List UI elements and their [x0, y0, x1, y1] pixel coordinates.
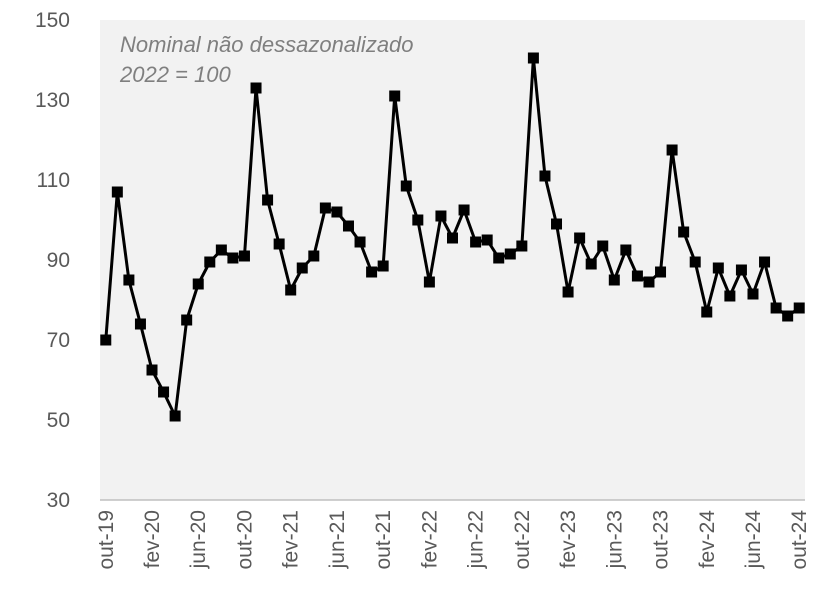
x-tick-label: out-21	[372, 510, 395, 570]
marker	[250, 82, 262, 94]
x-tick-label: out-24	[788, 510, 811, 570]
x-tick-label: fev-22	[418, 510, 441, 568]
marker	[551, 218, 563, 230]
marker	[631, 270, 643, 282]
marker	[158, 386, 170, 398]
marker	[412, 214, 424, 226]
x-tick-label: jun-24	[742, 510, 765, 570]
marker	[516, 240, 528, 252]
marker	[759, 256, 771, 268]
y-tick-label: 150	[35, 9, 70, 32]
y-tick-label: 90	[47, 249, 70, 272]
marker	[169, 410, 181, 422]
marker	[423, 276, 435, 288]
x-tick-label: jun-22	[465, 510, 488, 569]
marker	[435, 210, 447, 222]
x-tick-label: out-19	[95, 510, 118, 570]
marker	[666, 144, 678, 156]
marker	[238, 250, 250, 262]
marker	[192, 278, 204, 290]
marker	[204, 256, 216, 268]
marker	[481, 234, 493, 246]
marker	[597, 240, 609, 252]
marker	[735, 264, 747, 276]
y-tick-label: 50	[47, 409, 70, 432]
marker	[655, 266, 667, 278]
marker	[504, 248, 516, 260]
marker	[181, 314, 193, 326]
marker	[134, 318, 146, 330]
marker	[793, 302, 805, 314]
marker	[227, 252, 239, 264]
marker	[331, 206, 343, 218]
marker	[308, 250, 320, 262]
marker	[539, 170, 551, 182]
marker	[273, 238, 285, 250]
marker	[447, 232, 458, 244]
marker	[319, 202, 331, 214]
marker	[782, 310, 794, 322]
marker	[123, 274, 135, 286]
marker	[562, 286, 574, 298]
y-tick-label: 110	[37, 169, 70, 192]
marker	[146, 364, 158, 376]
marker	[111, 186, 123, 198]
marker	[574, 232, 586, 244]
marker	[354, 236, 366, 248]
marker	[342, 220, 354, 232]
marker	[400, 180, 412, 192]
annotation: 2022 = 100	[119, 62, 231, 87]
x-tick-label: fev-21	[280, 510, 303, 568]
marker	[678, 226, 690, 238]
marker	[262, 194, 274, 206]
marker	[527, 52, 539, 64]
marker	[608, 274, 620, 286]
marker	[377, 260, 389, 272]
marker	[458, 204, 470, 216]
marker	[620, 244, 632, 256]
y-tick-label: 70	[47, 329, 70, 352]
marker	[724, 290, 736, 302]
x-tick-label: jun-20	[187, 510, 210, 569]
marker	[643, 276, 655, 288]
marker	[100, 334, 112, 346]
marker	[701, 306, 713, 318]
x-tick-label: out-23	[650, 510, 673, 570]
x-tick-label: fev-20	[141, 510, 164, 568]
marker	[689, 256, 701, 268]
marker	[770, 302, 782, 314]
marker	[585, 258, 597, 270]
marker	[296, 262, 308, 274]
marker	[747, 288, 759, 300]
x-tick-label: jun-21	[326, 510, 349, 569]
annotation: Nominal não dessazonalizado	[120, 32, 414, 57]
marker	[493, 252, 505, 264]
x-tick-label: jun-23	[603, 510, 626, 569]
x-tick-label: out-20	[233, 510, 256, 570]
y-tick-label: 30	[47, 489, 70, 512]
x-tick-label: fev-24	[696, 510, 719, 569]
marker	[712, 262, 724, 274]
x-tick-label: fev-23	[557, 510, 580, 568]
plot-area	[100, 20, 805, 500]
marker	[389, 90, 401, 102]
marker	[470, 236, 482, 248]
y-tick-label: 130	[35, 89, 70, 112]
marker	[285, 284, 297, 296]
marker	[215, 244, 227, 256]
marker	[366, 266, 378, 278]
x-tick-label: out-22	[511, 510, 534, 570]
